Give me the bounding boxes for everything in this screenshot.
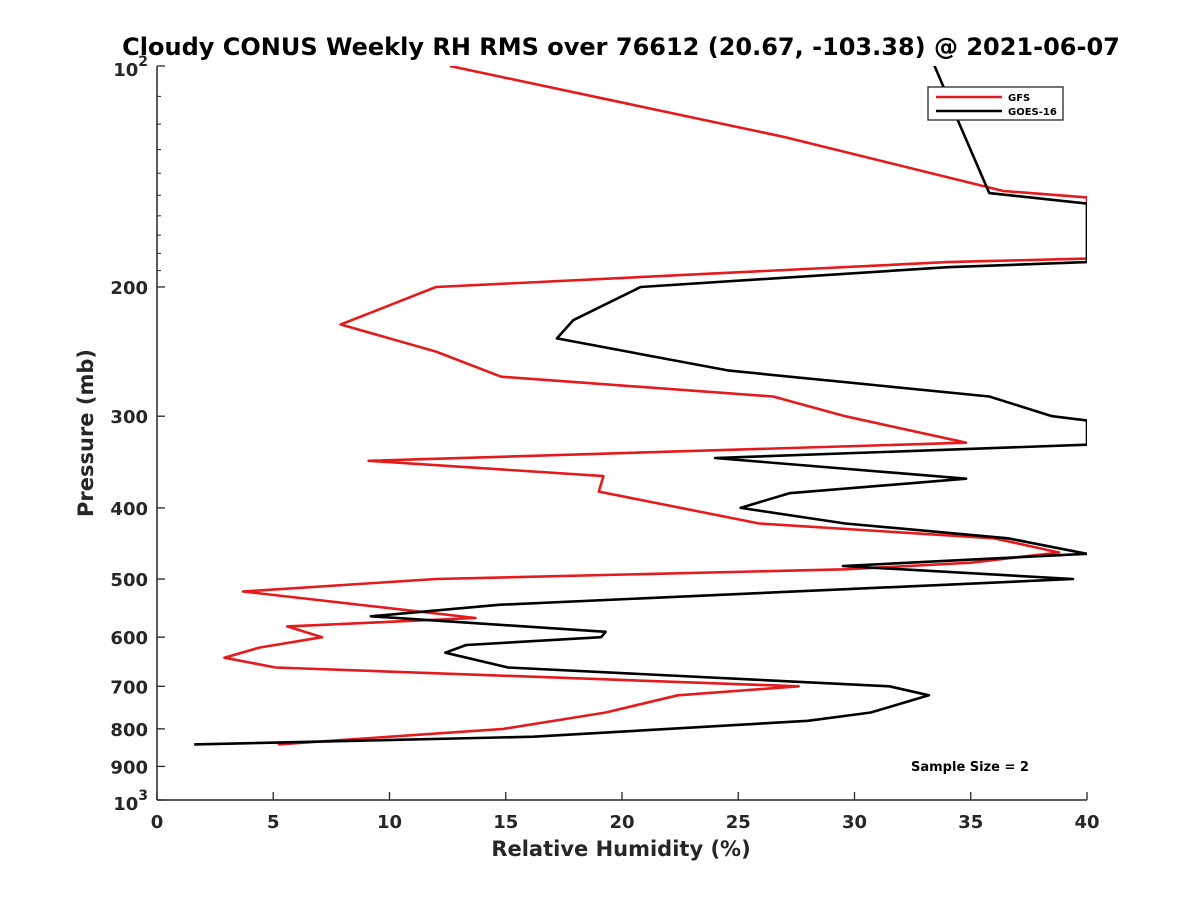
y-tick-label: 800: [110, 720, 148, 741]
x-tick-label: 10: [377, 812, 402, 833]
y-tick-label: 200: [110, 278, 148, 299]
x-tick-label: 5: [267, 812, 280, 833]
y-tick-label-power: 102: [113, 54, 148, 81]
y-tick-label: 300: [110, 407, 148, 428]
sample-size-annotation: Sample Size = 2: [911, 760, 1029, 775]
x-tick-label: 15: [493, 812, 518, 833]
x-tick-label: 0: [151, 812, 164, 833]
y-tick-label: 700: [110, 677, 148, 698]
y-tick-label: 600: [110, 628, 148, 649]
x-tick-label: 40: [1074, 812, 1099, 833]
tick-layer: 0 5 10 15 20 25 30 35 40 200 300 400 500 600 700 800 900…: [110, 54, 1099, 833]
series-line-gfs: [223, 66, 1087, 746]
x-tick-label: 30: [842, 812, 867, 833]
legend-label-gfs: GFS: [1008, 93, 1030, 104]
y-tick-label-power: 103: [113, 788, 148, 815]
x-tick-label: 35: [958, 812, 983, 833]
y-tick-label: 900: [110, 757, 148, 778]
y-axis-label: Pressure (mb): [74, 349, 98, 517]
series-layer: [194, 66, 1087, 746]
legend-box: [927, 86, 1064, 121]
x-tick-label: 25: [726, 812, 751, 833]
y-tick-label: 400: [110, 499, 148, 520]
series-line-goes16: [194, 66, 1087, 746]
y-tick-label: 500: [110, 570, 148, 591]
legend-label-goes16: GOES-16: [1008, 107, 1057, 118]
x-tick-label: 20: [609, 812, 634, 833]
x-axis-label: Relative Humidity (%): [491, 837, 750, 861]
legend: GFS GOES-16: [927, 86, 1064, 121]
chart-title: Cloudy CONUS Weekly RH RMS over 76612 (2…: [122, 33, 1120, 61]
